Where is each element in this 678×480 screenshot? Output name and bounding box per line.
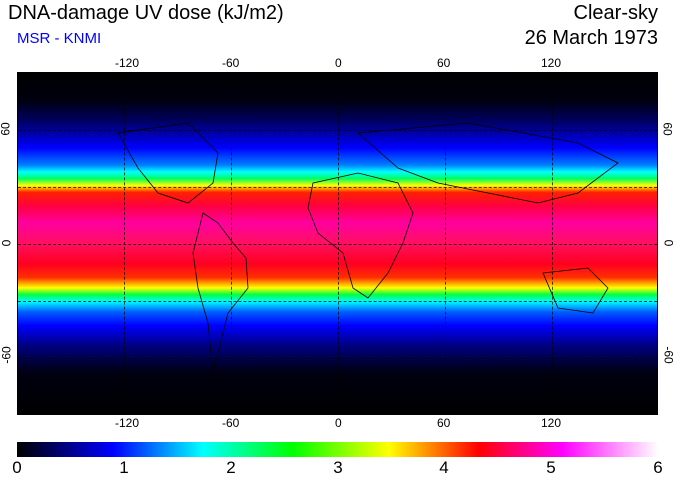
parallel-line [18, 187, 657, 188]
colorbar-label: 1 [119, 458, 129, 477]
lon-label-top: 120 [541, 56, 562, 70]
lon-label-bottom: 0 [335, 416, 342, 430]
lon-label-top: 0 [335, 56, 342, 70]
colorbar-label: 5 [546, 458, 556, 477]
parallel-line [18, 301, 657, 302]
colorbar-label: 2 [226, 458, 236, 477]
colorbar [17, 442, 658, 457]
meridian-line [552, 73, 553, 414]
coastlines [117, 122, 619, 374]
lon-label-top: 60 [437, 56, 451, 70]
lat-label-left: 0 [0, 239, 14, 247]
lat-label-right: -60 [661, 346, 676, 364]
meridian-line [338, 73, 339, 414]
meridian-line [124, 73, 125, 414]
source-label: MSR - KNMI [17, 30, 102, 47]
lon-label-bottom: 120 [541, 416, 562, 430]
lat-label-left: -60 [0, 346, 14, 364]
meridian-line [445, 73, 446, 414]
parallel-line [18, 244, 657, 245]
lon-label-top: -60 [222, 56, 240, 70]
map-title: DNA-damage UV dose (kJ/m2) [8, 2, 284, 24]
sky-condition: Clear-sky [573, 2, 658, 24]
meridian-line [231, 73, 232, 414]
colorbar-label: 4 [439, 458, 449, 477]
uv-dose-map [17, 72, 658, 415]
colorbar-label: 6 [653, 458, 663, 477]
lon-label-bottom: -60 [222, 416, 240, 430]
date-label: 26 March 1973 [524, 27, 658, 49]
parallel-line [18, 130, 657, 131]
colorbar-label: 0 [12, 458, 22, 477]
parallel-line [18, 358, 657, 359]
lon-label-bottom: 60 [437, 416, 451, 430]
lat-label-right: 60 [660, 122, 675, 136]
colorbar-label: 3 [333, 458, 343, 477]
lat-label-right: 0 [661, 239, 676, 247]
lon-label-bottom: -120 [115, 416, 140, 430]
lat-label-left: 60 [0, 122, 13, 136]
lon-label-top: -120 [115, 56, 140, 70]
